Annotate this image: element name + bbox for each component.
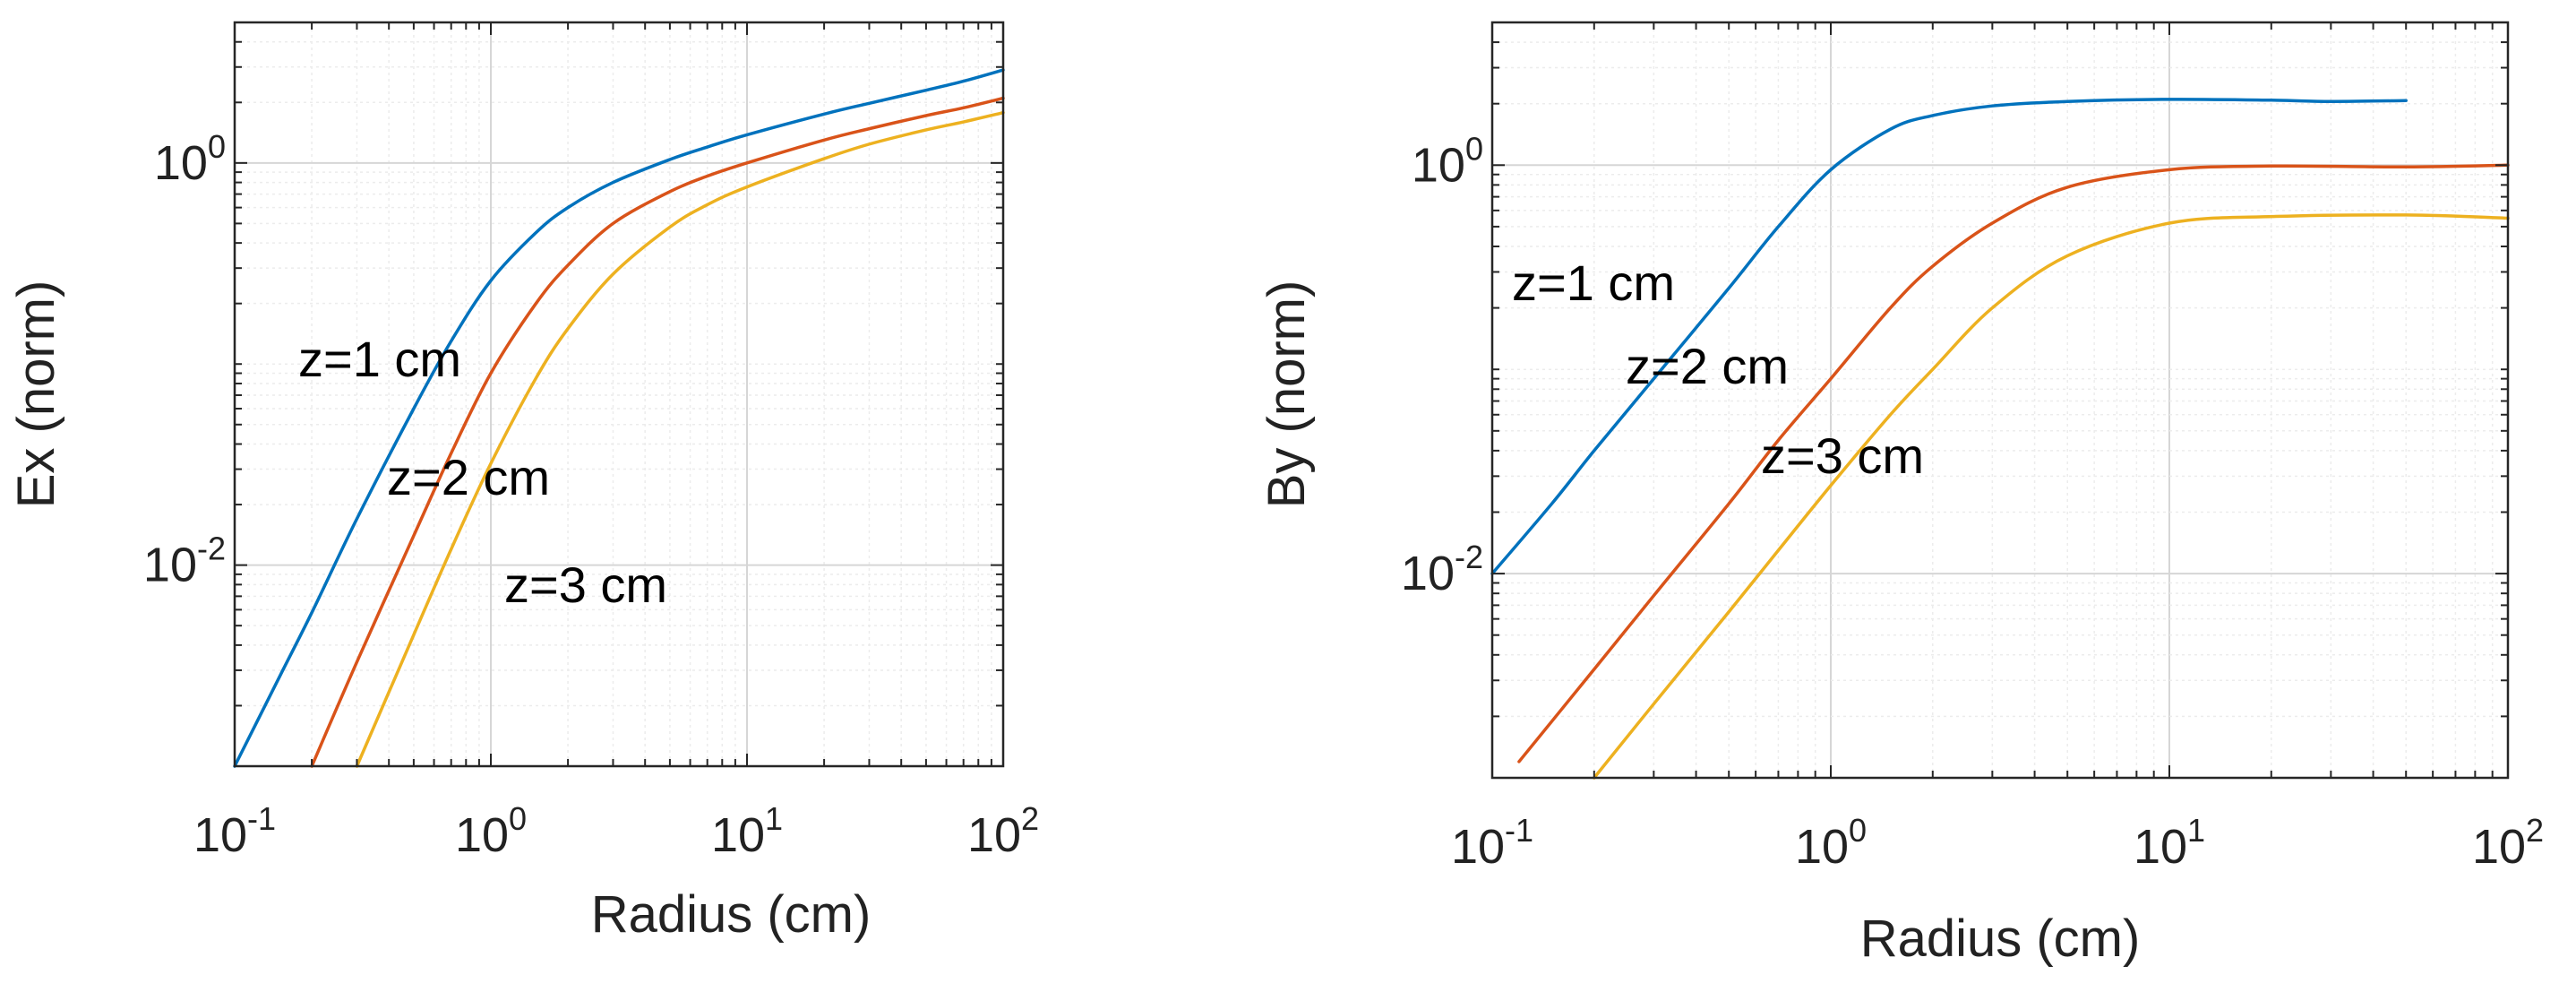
series-line-z3 (1593, 213, 2510, 780)
series-line-z1 (1490, 98, 2408, 575)
x-tick-label: 102 (2472, 812, 2544, 874)
x-axis-title: Radius (cm) (1860, 910, 2141, 968)
y-axis-title: Ex (norm) (7, 280, 65, 509)
y-tick-labels: 10-2 100 (143, 128, 226, 592)
plot-area-frame (1490, 21, 2510, 780)
annotation-z3: z=3 cm (1761, 427, 1924, 484)
y-tick-label: 10-2 (143, 531, 226, 592)
y-tick-labels: 10-2 100 (1401, 130, 1483, 600)
x-tick-label: 100 (1795, 812, 1867, 874)
x-axis-title: Radius (cm) (591, 885, 872, 944)
x-tick-label: 10-1 (1451, 812, 1533, 874)
y-tick-label: 100 (1412, 130, 1483, 192)
series-line-z2 (1517, 163, 2510, 763)
annotation-z2: z=2 cm (387, 449, 550, 505)
chart-by: 10-1 100 101 102 10-2 100 Radius (cm) By… (1258, 21, 2544, 968)
x-tick-label: 101 (2134, 812, 2205, 874)
x-tick-label: 10-1 (193, 800, 276, 862)
series-lines (233, 68, 1005, 768)
axis-ticks (234, 22, 1004, 767)
grid (1491, 22, 2509, 779)
chart-ex: 10-1 100 101 102 10-2 100 Radius (cm) Ex… (7, 21, 1039, 944)
series-line-z1 (233, 68, 1005, 768)
series-line-z3 (355, 110, 1005, 768)
annotation-z2: z=2 cm (1626, 338, 1789, 394)
axis-ticks (1491, 22, 2509, 779)
x-tick-labels: 10-1 100 101 102 (193, 800, 1039, 862)
annotation-z1: z=1 cm (298, 331, 461, 387)
series-lines (1490, 98, 2510, 780)
annotation-z3: z=3 cm (504, 556, 667, 613)
x-tick-label: 101 (711, 800, 783, 862)
x-tick-label: 100 (455, 800, 527, 862)
x-tick-label: 102 (967, 800, 1039, 862)
grid (234, 22, 1004, 767)
x-tick-labels: 10-1 100 101 102 (1451, 812, 2544, 874)
annotation-z1: z=1 cm (1512, 254, 1675, 311)
y-tick-label: 100 (154, 128, 226, 190)
y-tick-label: 10-2 (1401, 539, 1483, 600)
series-line-z2 (310, 96, 1005, 768)
y-axis-title: By (norm) (1258, 280, 1316, 509)
plot-area-frame (233, 21, 1005, 768)
